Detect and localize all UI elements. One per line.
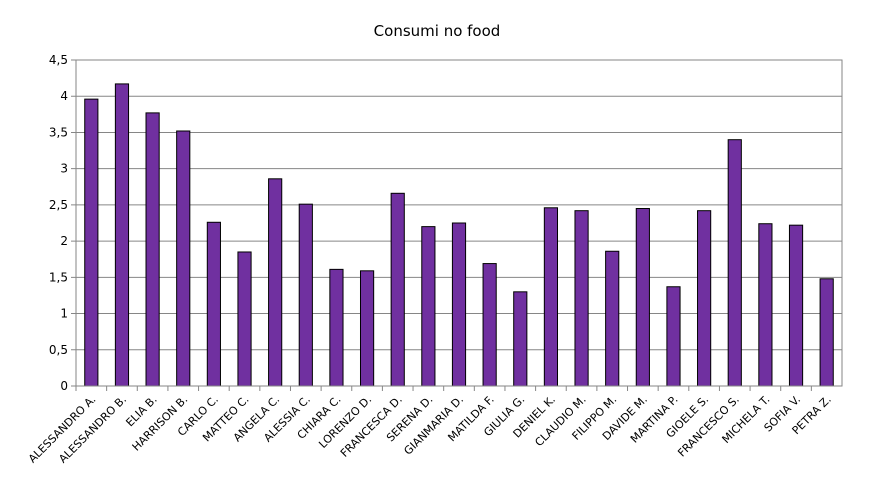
bar — [819, 278, 834, 387]
bar — [513, 291, 528, 387]
bar — [298, 203, 313, 387]
bar — [390, 192, 405, 387]
bar — [574, 210, 589, 387]
bar — [451, 222, 467, 387]
y-tick-label: 2 — [60, 234, 68, 248]
y-tick-label: 2,5 — [49, 198, 68, 212]
y-tick-label: 1 — [60, 307, 68, 321]
bar — [145, 112, 160, 387]
y-tick-label: 0 — [60, 379, 68, 393]
bar — [727, 139, 742, 387]
y-tick-label: 4,5 — [49, 53, 68, 67]
bar — [758, 223, 773, 387]
plot-area-frame — [75, 59, 843, 387]
chart-title: Consumi no food — [374, 22, 501, 40]
bar — [635, 208, 650, 387]
bar — [482, 263, 497, 387]
bars — [84, 83, 834, 387]
x-axis-ticks: ALESSANDRO A.ALESSANDRO B.ELIA B.HARRISO… — [26, 386, 834, 466]
bar — [697, 210, 712, 387]
bar — [421, 226, 436, 387]
bar — [329, 268, 344, 387]
bar — [237, 251, 252, 387]
bar — [206, 221, 221, 387]
y-axis-ticks: 0 0,5 1 1,5 2 2,5 3 3,5 4 4,5 — [49, 53, 68, 393]
bar — [359, 270, 375, 387]
bar — [605, 250, 620, 387]
bar — [268, 178, 283, 387]
bar — [543, 207, 559, 387]
y-tick-label: 4 — [60, 89, 68, 103]
y-tick-label: 1,5 — [49, 270, 68, 284]
y-tick-label: 0,5 — [49, 343, 68, 357]
y-tick-label: 3,5 — [49, 125, 68, 139]
bar — [84, 98, 99, 387]
y-tick-label: 3 — [60, 162, 68, 176]
bar — [176, 130, 191, 387]
bar — [788, 224, 804, 387]
bar — [114, 83, 130, 387]
bar — [666, 286, 681, 387]
